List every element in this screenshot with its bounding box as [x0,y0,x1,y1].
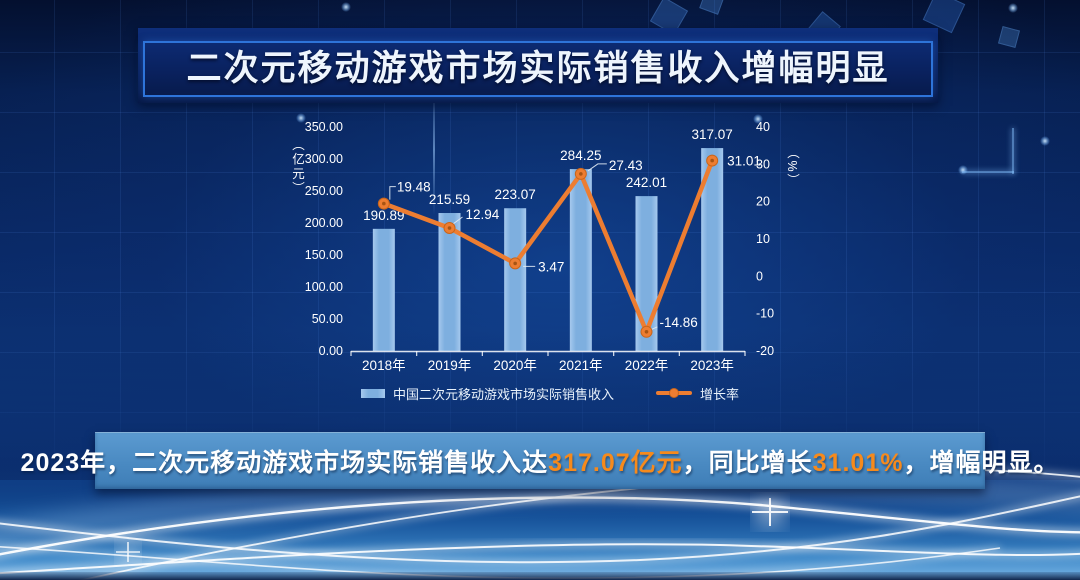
growth-point-center [382,201,386,206]
growth-value-label: 12.94 [466,207,500,222]
y-right-tick-label: 40 [756,120,770,134]
growth-line [381,158,715,335]
growth-value-label: 31.01 [727,154,761,169]
bar-value-label: 242.01 [626,175,667,190]
growth-value-label: 3.47 [538,259,564,274]
deco-grid-highlight-v [1012,128,1014,174]
x-axis-label: 2018年 [362,358,406,373]
y-left-tick-label: 350.00 [305,120,343,134]
revenue-bar [701,148,724,351]
deco-vertical-streak [433,85,435,215]
y-left-tick-label: 300.00 [305,152,343,166]
growth-point-center [644,330,649,334]
y-right-tick-label: 0 [756,269,763,283]
y-right-tick-label: 20 [756,195,770,209]
summary-highlight-growth: 31.01% [812,448,904,477]
right-axis-unit-label: （%） [785,146,799,189]
glow-dot [1040,136,1050,146]
growth-point-center [447,226,452,230]
summary-highlight-revenue: 317.07亿元 [548,448,683,477]
legend-growth-label: 增长率 [700,386,740,402]
y-left-tick-label: 250.00 [305,184,343,198]
glow-dot [1008,3,1018,13]
glow-dot [341,2,351,12]
bar-value-label: 190.89 [363,208,404,223]
x-axis-label: 2022年 [625,358,669,373]
bar-value-label: 215.59 [429,192,470,207]
legend-revenue-label: 中国二次元移动游戏市场实际销售收入 [392,386,614,402]
revenue-bar [372,228,395,351]
y-right-tick-label: 10 [756,232,770,246]
legend-item-growth: 增长率 [656,384,739,403]
label-leader-line [452,216,463,225]
legend-bar-swatch-icon [360,388,385,398]
title-banner: 二次元移动游戏市场实际销售收入增幅明显 [138,28,938,103]
summary-part1: 2023年，二次元移动游戏市场实际销售收入达 [20,448,549,477]
glow-dot [296,113,306,123]
legend-item-revenue: 中国二次元移动游戏市场实际销售收入 [360,384,614,403]
chart-legend: 中国二次元移动游戏市场实际销售收入 增长率 [280,383,820,403]
legend-line-swatch-icon [656,388,692,398]
y-right-tick-label: -20 [756,344,774,358]
growth-value-label: 19.48 [397,180,431,195]
bar-value-label: 223.07 [495,187,536,202]
page-title: 二次元移动游戏市场实际销售收入增幅明显 [186,49,890,88]
x-axis-label: 2019年 [428,358,472,373]
glow-dot [958,165,968,175]
y-left-tick-label: 200.00 [305,216,343,230]
x-axis-label: 2021年 [559,358,603,373]
summary-part2: ，同比增长 [682,448,813,477]
summary-text: 2023年，二次元移动游戏市场实际销售收入达317.07亿元，同比增长31.01… [21,443,1060,479]
growth-value-label: 27.43 [609,158,643,173]
x-axis-label: 2023年 [690,358,734,373]
revenue-bar [438,213,461,351]
glow-dot [753,114,763,124]
bottom-edge-strip [0,572,1080,580]
deco-grid-highlight-h [962,171,1014,173]
revenue-bar [569,169,592,351]
x-axis-label: 2020年 [493,358,537,373]
left-axis-unit-label: （亿元） [290,138,304,196]
summary-banner: 2023年，二次元移动游戏市场实际销售收入达317.07亿元，同比增长31.01… [21,432,1058,489]
legend-line-marker-icon [669,388,679,398]
growth-value-label: -14.86 [660,315,698,330]
growth-point-center [710,158,714,163]
y-right-tick-label: 30 [756,157,770,171]
summary-part3: ，增幅明显。 [903,448,1060,477]
revenue-bar [504,208,527,351]
bar-value-label: 317.07 [692,127,733,142]
label-leader-line [389,186,396,200]
y-left-tick-label: 100.00 [305,280,343,294]
y-left-tick-label: 0.00 [319,344,343,358]
y-left-tick-label: 50.00 [312,312,343,326]
growth-point-center [579,172,583,176]
y-right-tick-label: -10 [756,307,774,321]
y-left-tick-label: 150.00 [305,248,343,262]
label-leader-line [587,163,607,172]
growth-point-center [513,261,517,266]
bar-value-label: 284.25 [560,148,601,163]
title-banner-border [143,41,933,97]
